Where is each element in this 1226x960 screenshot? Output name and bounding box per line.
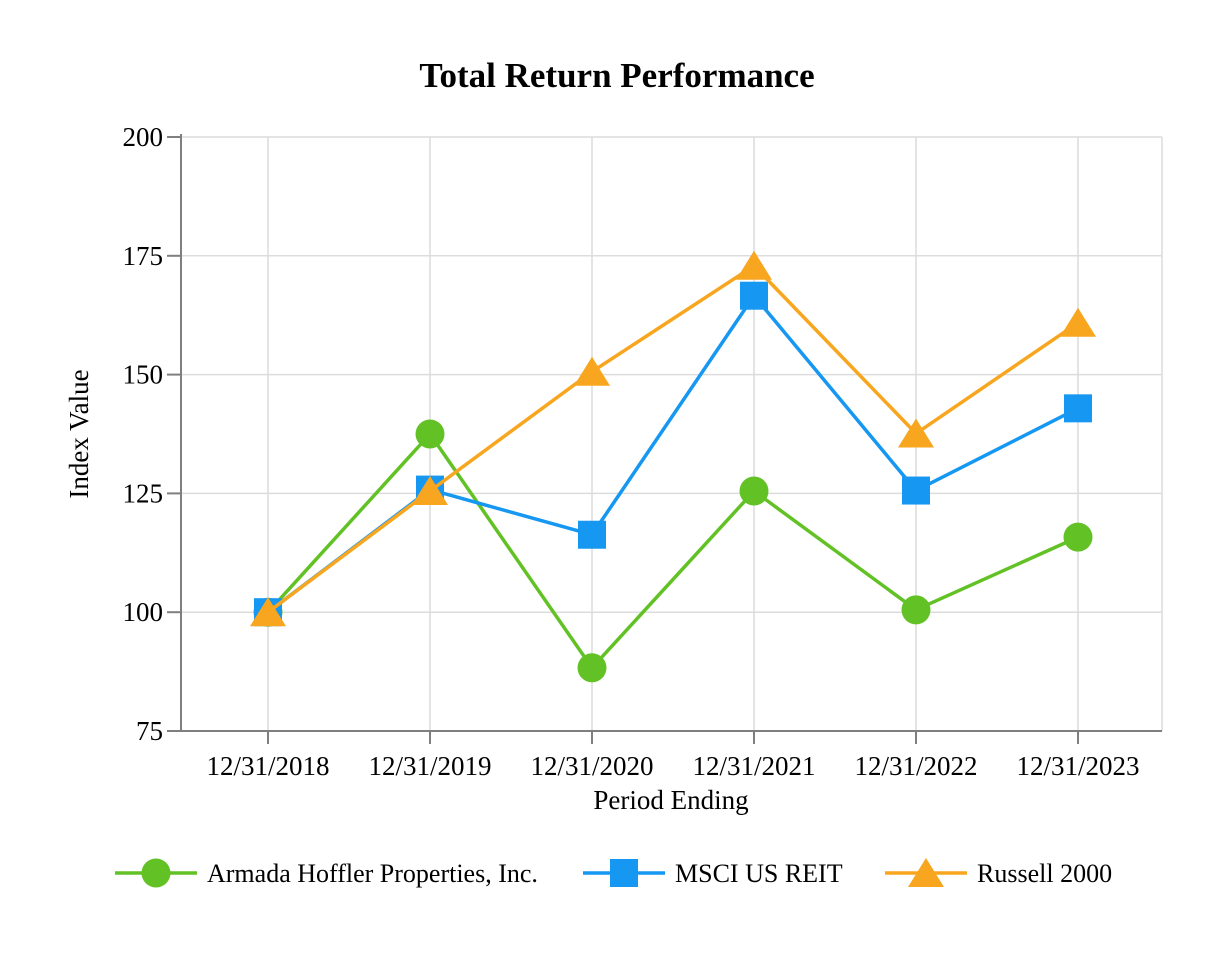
chart-title: Total Return Performance [419, 56, 814, 95]
series-line [266, 264, 1079, 614]
series-line [266, 432, 1079, 670]
data-point-marker [898, 418, 934, 448]
y-tick-label: 75 [136, 716, 163, 746]
data-point-marker [415, 419, 445, 449]
data-point-marker [736, 250, 772, 280]
data-point-marker [578, 520, 606, 549]
data-point-marker [740, 281, 768, 310]
series-line [266, 293, 1079, 614]
x-tick-label: 12/31/2020 [530, 751, 653, 781]
data-point-marker [902, 476, 930, 505]
data-point-marker [574, 356, 610, 386]
y-tick-label: 125 [123, 478, 164, 508]
series-layer [250, 250, 1096, 683]
x-tick-label: 12/31/2018 [206, 751, 329, 781]
x-tick-label: 12/31/2022 [854, 751, 977, 781]
series-triangle [250, 250, 1096, 627]
data-point-marker [739, 476, 769, 506]
series-circle [253, 419, 1093, 683]
legend-item-2: MSCI US REIT [583, 859, 843, 888]
x-tick-label: 12/31/2023 [1016, 751, 1139, 781]
legend: Armada Hoffler Properties, Inc. MSCI US R… [115, 858, 1112, 888]
x-axis-title: Period Ending [593, 785, 748, 815]
y-tick-label: 200 [123, 122, 164, 152]
x-tick-label: 12/31/2019 [368, 751, 491, 781]
data-point-marker [577, 653, 607, 683]
data-point-marker [250, 597, 286, 627]
legend-label: Russell 2000 [977, 859, 1112, 888]
data-point-marker [901, 595, 931, 625]
legend-label: Armada Hoffler Properties, Inc. [207, 859, 538, 888]
x-axis-tick-labels: 12/31/2018 12/31/2019 12/31/2020 12/31/2021… [206, 751, 1139, 781]
x-tick-label: 12/31/2021 [692, 751, 815, 781]
data-point-marker [412, 476, 448, 506]
gridlines [181, 136, 1163, 731]
legend-marker-circle [141, 858, 171, 888]
legend-item-1: Armada Hoffler Properties, Inc. [115, 858, 538, 888]
legend-label: MSCI US REIT [675, 859, 843, 888]
data-point-marker [1064, 394, 1092, 423]
series-square [254, 281, 1092, 627]
legend-marker-square [610, 859, 638, 887]
legend-marker-triangle [908, 858, 944, 887]
data-point-marker [1060, 307, 1096, 337]
y-axis-title: Index Value [64, 369, 94, 498]
legend-item-3: Russell 2000 [885, 858, 1112, 888]
data-point-marker [1063, 522, 1093, 552]
y-tick-label: 175 [123, 241, 164, 271]
y-axis-tick-labels: 200 175 150 125 100 75 [123, 122, 164, 746]
axes [167, 134, 1162, 744]
y-tick-label: 150 [123, 360, 164, 390]
y-tick-label: 100 [123, 597, 164, 627]
